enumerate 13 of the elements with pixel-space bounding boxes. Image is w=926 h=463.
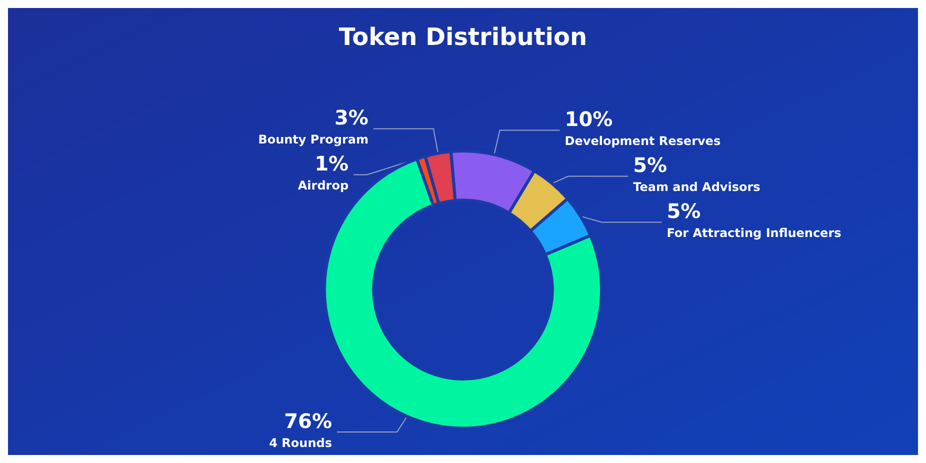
- data-label: 76%: [284, 409, 332, 433]
- data-label: 3%: [334, 106, 368, 130]
- chart-title: Token Distribution: [338, 23, 588, 51]
- slice-label: Team and Advisors: [633, 180, 760, 194]
- data-label: 10%: [564, 107, 613, 132]
- slice-label: Bounty Program: [258, 132, 368, 147]
- slice-label: 4 Rounds: [269, 436, 332, 450]
- data-label: 5%: [633, 153, 668, 178]
- slice-label: Development Reserves: [564, 134, 721, 148]
- data-label: 5%: [666, 199, 701, 224]
- data-label: 1%: [314, 152, 349, 176]
- slice-label: For Attracting Influencers: [666, 226, 842, 240]
- slice-label: Airdrop: [298, 178, 349, 193]
